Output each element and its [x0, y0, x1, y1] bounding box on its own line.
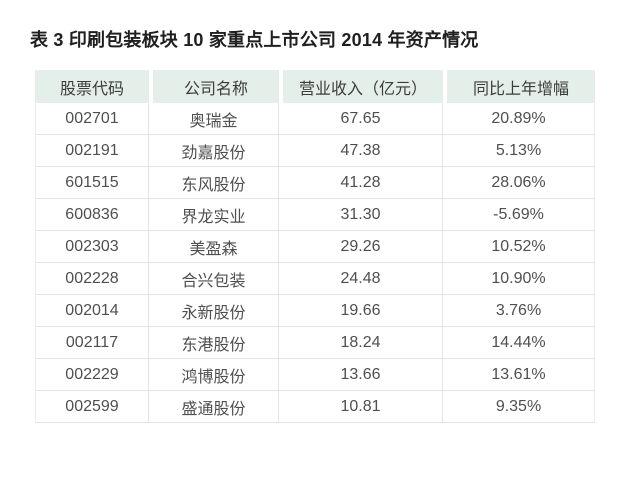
stock-code-cell: 002303: [35, 231, 149, 263]
header-row: 股票代码 公司名称 营业收入（亿元） 同比上年增幅: [35, 70, 595, 103]
stock-code-cell: 002117: [35, 327, 149, 359]
company-name-cell: 东风股份: [149, 167, 279, 199]
company-assets-table: 股票代码 公司名称 营业收入（亿元） 同比上年增幅 002701 奥瑞金 67.65 20.…: [35, 70, 595, 423]
revenue-cell: 67.65: [279, 103, 443, 135]
table-row: 002228 合兴包装 24.48 10.90%: [35, 263, 595, 295]
table-body: 002701 奥瑞金 67.65 20.89% 002191 劲嘉股份 47.38 5.13%…: [35, 103, 595, 423]
table-row: 002701 奥瑞金 67.65 20.89%: [35, 103, 595, 135]
table-row: 002229 鸿博股份 13.66 13.61%: [35, 359, 595, 391]
revenue-cell: 18.24: [279, 327, 443, 359]
yoy-growth-cell: 9.35%: [443, 391, 595, 423]
stock-code-cell: 002014: [35, 295, 149, 327]
yoy-growth-cell: 14.44%: [443, 327, 595, 359]
revenue-cell: 47.38: [279, 135, 443, 167]
stock-code-cell: 600836: [35, 199, 149, 231]
table-row: 002599 盛通股份 10.81 9.35%: [35, 391, 595, 423]
yoy-growth-cell: 3.76%: [443, 295, 595, 327]
company-name-cell: 合兴包装: [149, 263, 279, 295]
stock-code-cell: 002701: [35, 103, 149, 135]
column-header-stock-code: 股票代码: [35, 70, 149, 103]
revenue-cell: 19.66: [279, 295, 443, 327]
company-name-cell: 永新股份: [149, 295, 279, 327]
company-name-cell: 美盈森: [149, 231, 279, 263]
revenue-cell: 41.28: [279, 167, 443, 199]
table-row: 002191 劲嘉股份 47.38 5.13%: [35, 135, 595, 167]
stock-code-cell: 002599: [35, 391, 149, 423]
column-header-company-name: 公司名称: [149, 70, 279, 103]
revenue-cell: 29.26: [279, 231, 443, 263]
revenue-cell: 10.81: [279, 391, 443, 423]
yoy-growth-cell: 28.06%: [443, 167, 595, 199]
table-row: 002117 东港股份 18.24 14.44%: [35, 327, 595, 359]
yoy-growth-cell: 20.89%: [443, 103, 595, 135]
company-name-cell: 鸿博股份: [149, 359, 279, 391]
yoy-growth-cell: 10.90%: [443, 263, 595, 295]
yoy-growth-cell: 13.61%: [443, 359, 595, 391]
column-header-revenue: 营业收入（亿元）: [279, 70, 443, 103]
company-name-cell: 东港股份: [149, 327, 279, 359]
revenue-cell: 31.30: [279, 199, 443, 231]
company-name-cell: 奥瑞金: [149, 103, 279, 135]
yoy-growth-cell: -5.69%: [443, 199, 595, 231]
table-row: 601515 东风股份 41.28 28.06%: [35, 167, 595, 199]
revenue-cell: 13.66: [279, 359, 443, 391]
table-title: 表 3 印刷包装板块 10 家重点上市公司 2014 年资产情况: [30, 30, 479, 50]
yoy-growth-cell: 10.52%: [443, 231, 595, 263]
stock-code-cell: 601515: [35, 167, 149, 199]
table-row: 002014 永新股份 19.66 3.76%: [35, 295, 595, 327]
revenue-cell: 24.48: [279, 263, 443, 295]
stock-code-cell: 002228: [35, 263, 149, 295]
stock-code-cell: 002229: [35, 359, 149, 391]
table-head: 股票代码 公司名称 营业收入（亿元） 同比上年增幅: [35, 70, 595, 103]
company-name-cell: 劲嘉股份: [149, 135, 279, 167]
company-name-cell: 界龙实业: [149, 199, 279, 231]
company-name-cell: 盛通股份: [149, 391, 279, 423]
stock-code-cell: 002191: [35, 135, 149, 167]
column-header-yoy-growth: 同比上年增幅: [443, 70, 595, 103]
table-row: 600836 界龙实业 31.30 -5.69%: [35, 199, 595, 231]
table-row: 002303 美盈森 29.26 10.52%: [35, 231, 595, 263]
yoy-growth-cell: 5.13%: [443, 135, 595, 167]
